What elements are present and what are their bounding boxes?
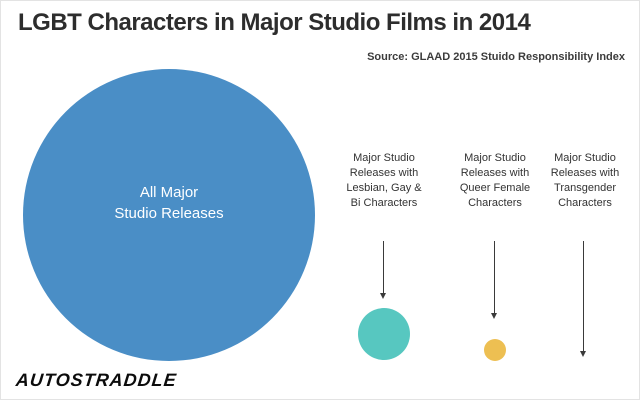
queer-female-circle [484,339,506,361]
source-text: Source: GLAAD 2015 Stuido Responsibility… [367,51,625,63]
lgb-circle [358,308,410,360]
queer-female-column-label: Major Studio Releases with Queer Female … [459,152,531,209]
all-releases-circle: All Major Studio Releases [23,69,315,361]
lgb-column-label: Major Studio Releases with Lesbian, Gay … [346,152,422,209]
all-releases-label: All Major Studio Releases [114,184,224,222]
autostraddle-logo: AUTOSTRADDLE [15,370,178,390]
chart-title: LGBT Characters in Major Studio Films in… [18,9,531,36]
transgender-down-arrow-icon [580,241,586,357]
transgender-column-label: Major Studio Releases with Transgender C… [550,152,620,209]
lgb-down-arrow-icon [380,241,386,299]
queer-female-down-arrow-icon [491,241,497,319]
